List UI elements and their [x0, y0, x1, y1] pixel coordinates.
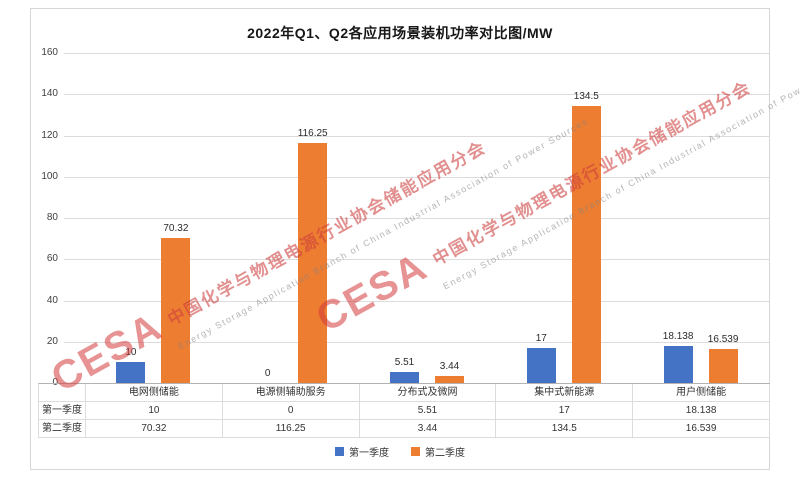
data-table-row-label: 第二季度	[39, 420, 86, 438]
bar-q1	[116, 362, 146, 383]
bar-q2	[298, 143, 328, 383]
y-axis-tick-label: 60	[46, 253, 58, 265]
data-table-cell: 3.44	[359, 420, 497, 438]
legend-label: 第一季度	[349, 448, 389, 459]
gridline	[64, 176, 769, 178]
bar-value-label: 0	[264, 368, 271, 379]
bar-value-label: 10	[125, 347, 137, 358]
bar-q2	[435, 376, 464, 383]
bar-q1	[390, 372, 419, 383]
data-table-cell: 10	[86, 402, 223, 420]
data-table-category: 电源侧辅助服务	[222, 384, 360, 402]
y-axis-tick-label: 100	[41, 170, 58, 182]
legend-item: 第二季度	[411, 444, 465, 459]
y-axis-tick-label: 0	[52, 377, 58, 388]
data-table-row-label: 第一季度	[39, 402, 86, 420]
bar-value-label: 18.138	[662, 331, 694, 342]
data-table-category: 电网侧储能	[86, 384, 223, 402]
bar-q1	[526, 348, 556, 383]
data-table-cell: 16.539	[633, 420, 770, 438]
legend: 第一季度 第二季度	[31, 444, 769, 459]
gridline	[64, 94, 769, 96]
gridline	[64, 259, 769, 261]
data-table-cell: 70.32	[86, 420, 223, 438]
data-table-category: 用户侧储能	[633, 384, 770, 402]
gridline	[64, 135, 769, 137]
bar-q1	[663, 346, 693, 383]
gridline	[64, 341, 769, 343]
legend-item: 第一季度	[335, 444, 389, 459]
y-axis-tick-label: 140	[41, 88, 58, 100]
bar-q2	[571, 106, 601, 383]
data-table-category: 分布式及微网	[359, 384, 497, 402]
data-table-corner	[39, 384, 86, 402]
data-table: 电网侧储能 电源侧辅助服务 分布式及微网 集中式新能源 用户侧储能第一季度 10 0 5.51…	[38, 383, 770, 438]
bar-q2	[708, 349, 738, 383]
legend-key-swatch	[335, 447, 344, 456]
y-axis-tick-label: 40	[46, 294, 58, 306]
chart-frame: 2022年Q1、Q2各应用场景装机功率对比图/MW 0 20 40 60 80 100 12…	[30, 8, 800, 470]
data-table-cell: 134.5	[496, 420, 634, 438]
y-axis-tick-label: 120	[41, 129, 58, 141]
y-axis-tick-label: 20	[46, 335, 58, 347]
gridline	[64, 300, 769, 302]
data-table-cell: 116.25	[222, 420, 360, 438]
legend-label: 第二季度	[425, 448, 465, 459]
bar-value-label: 134.5	[573, 91, 599, 102]
legend-key-swatch	[411, 447, 420, 456]
bar-value-label: 70.32	[163, 223, 189, 234]
bar-value-label: 16.539	[707, 334, 739, 345]
data-table-cell: 0	[222, 402, 360, 420]
chart-title: 2022年Q1、Q2各应用场景装机功率对比图/MW	[247, 25, 553, 41]
bar-value-label: 3.44	[439, 361, 460, 372]
data-table-cell: 5.51	[359, 402, 497, 420]
bar-q2	[161, 238, 191, 383]
gridline	[64, 218, 769, 219]
bar-value-label: 116.25	[297, 128, 328, 139]
data-table-cell: 18.138	[633, 402, 770, 420]
plot-area: 0 20 40 60 80 100 120 140 160 10 70.32 0 116.25 5.51 3…	[41, 47, 769, 388]
y-axis-tick-label: 80	[46, 212, 58, 223]
y-axis-tick-label: 160	[41, 47, 58, 58]
bar-value-label: 5.51	[394, 357, 415, 368]
gridline	[64, 53, 769, 54]
data-table-category: 集中式新能源	[496, 384, 634, 402]
bar-value-label: 17	[535, 333, 547, 344]
data-table-cell: 17	[496, 402, 634, 420]
